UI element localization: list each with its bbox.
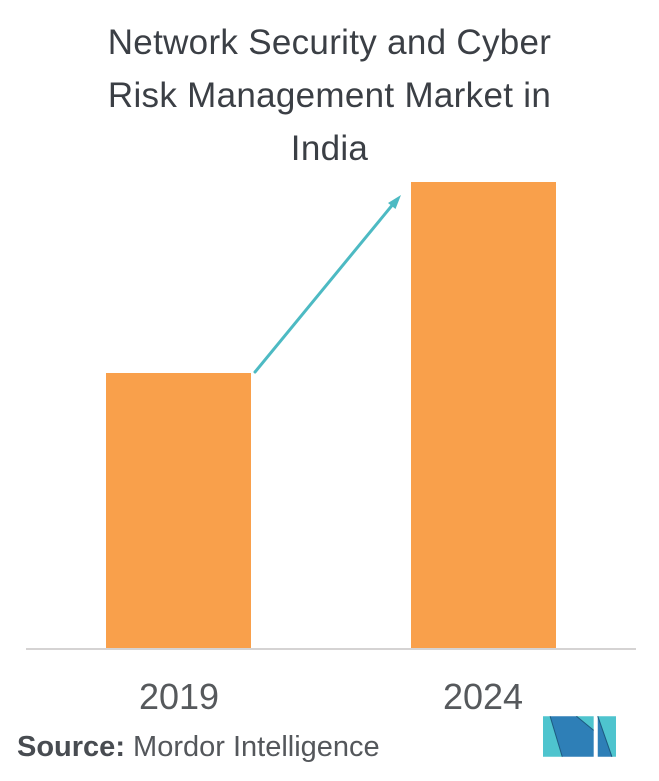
logo-edge-line-left [549,716,563,757]
logo-center-blue-stroke [550,716,594,757]
chart-title-line-3: India [290,129,369,168]
logo-right-teal-stroke [597,716,616,757]
source-value: Mordor Intelligence [124,731,380,763]
x-axis-label-2019: 2019 [138,676,220,717]
x-axis-baseline [26,648,636,650]
growth-arrow-shaft [253,201,396,374]
chart-title: Network Security and Cyber Risk Manageme… [0,16,659,175]
chart-title-line-1: Network Security and Cyber [107,23,552,62]
logo-top-right-teal-triangle [576,716,594,731]
x-axis-label-2024: 2024 [442,676,524,717]
chart-title-line-2: Risk Management Market in [107,76,552,115]
bar-2024 [411,182,556,648]
logo-left-teal-stroke [543,716,563,757]
logo-edge-line-right [597,716,613,757]
logo-edge-line-middle [576,716,595,731]
mordor-intelligence-logo [543,716,616,757]
growth-arrow-head [388,195,401,209]
bar-2019 [106,373,251,648]
source-attribution: Source: Mordor Intelligence [17,729,380,765]
source-label: Source: [17,731,125,763]
logo-right-blue-triangle [597,716,612,757]
